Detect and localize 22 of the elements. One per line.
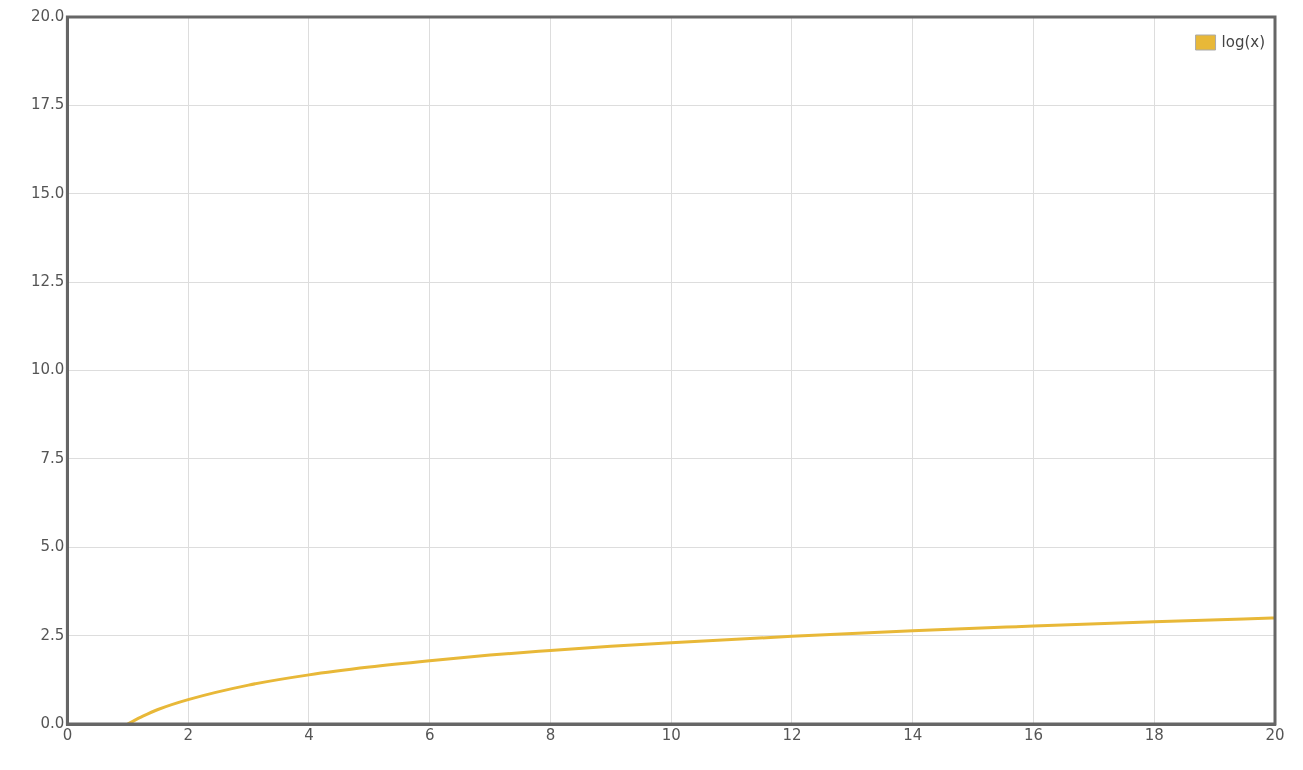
x-tick-label: 14 [903, 725, 923, 744]
y-tick-label: 12.5 [30, 272, 65, 291]
line-series [126, 616, 1275, 724]
y-tick-label: 10.0 [30, 360, 65, 379]
x-tick-label: 4 [304, 725, 314, 744]
y-tick-label: 20.0 [30, 6, 65, 25]
x-tick-label: 2 [183, 725, 193, 744]
y-tick-label: 2.5 [40, 625, 65, 644]
x-tick-label: 18 [1144, 725, 1164, 744]
x-tick-label: 6 [424, 725, 435, 744]
y-tick-label: 7.5 [40, 448, 65, 467]
y-tick-label: 17.5 [30, 95, 65, 114]
x-tick-label: 12 [782, 725, 802, 744]
y-tick-label: 15.0 [30, 183, 65, 202]
y-tick-label: 5.0 [40, 537, 65, 556]
x-tick-label: 20 [1265, 725, 1285, 744]
x-tick-label: 10 [661, 725, 681, 744]
legend-label: log(x) [1221, 32, 1266, 51]
y-tick-label: 0.0 [40, 713, 65, 732]
x-tick-label: 16 [1023, 725, 1044, 744]
x-tick-label: 8 [545, 725, 556, 744]
x-tick-label: 0 [62, 725, 73, 744]
